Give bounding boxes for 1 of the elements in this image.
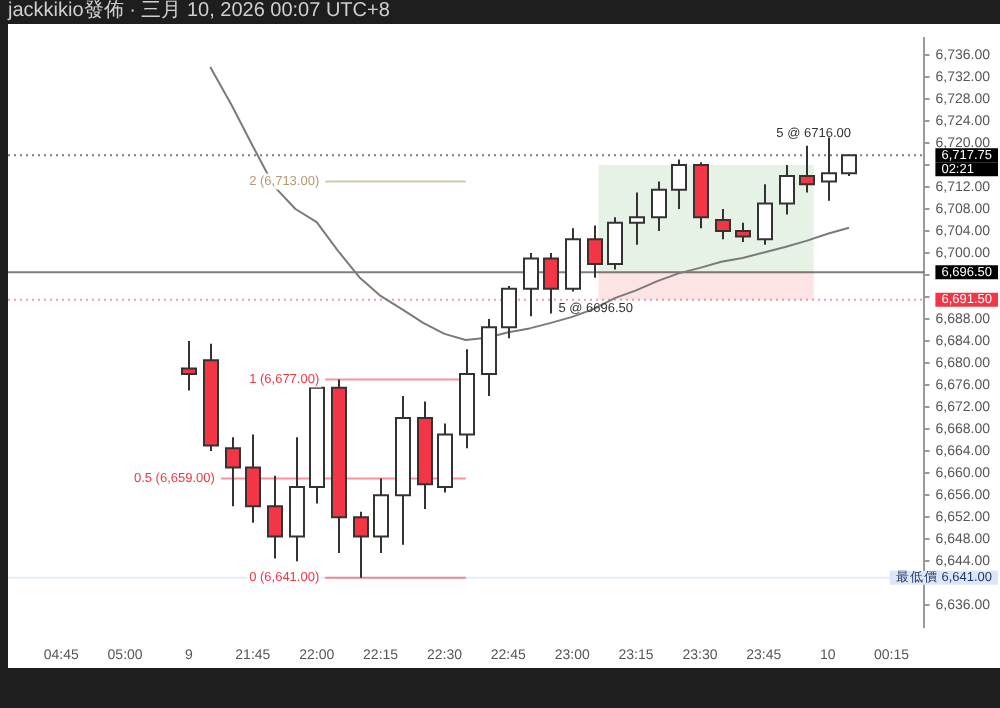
chart-title: jackkikio發佈 · 三月 10, 2026 00:07 UTC+8: [8, 0, 390, 24]
